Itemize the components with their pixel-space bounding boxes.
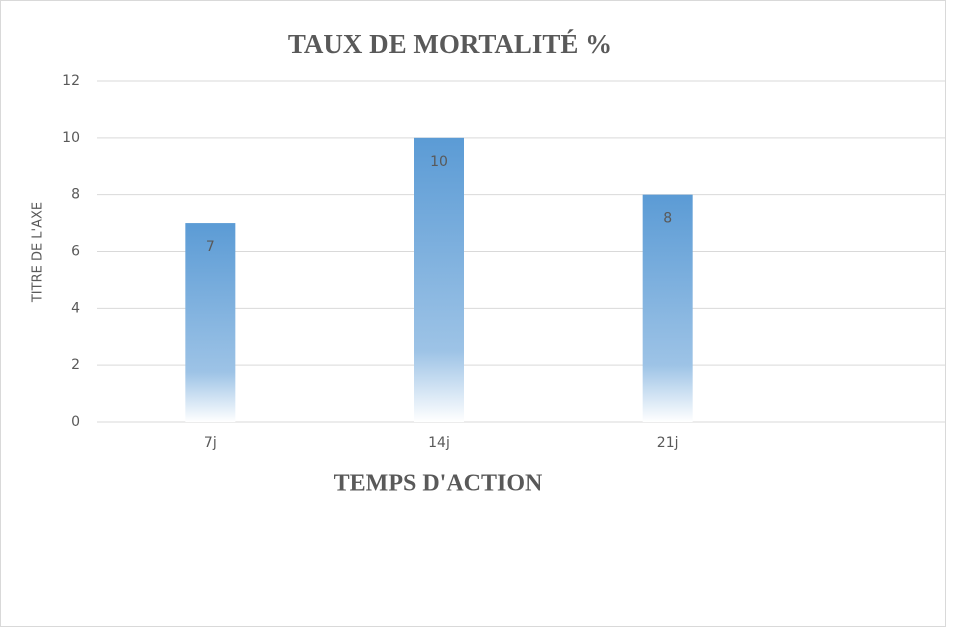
x-tick-label: 7j — [204, 435, 217, 451]
y-tick-label: 6 — [71, 244, 80, 260]
y-tick-label: 8 — [71, 187, 80, 203]
x-tick-label: 21j — [657, 435, 679, 451]
bar — [414, 137, 464, 423]
chart-title: TAUX DE MORTALITÉ % — [288, 29, 612, 59]
y-tick-label: 0 — [71, 414, 80, 430]
y-tick-label: 2 — [71, 357, 80, 373]
data-label: 7 — [206, 239, 215, 255]
x-axis-title: TEMPS D'ACTION — [334, 471, 543, 497]
bar — [642, 194, 693, 422]
y-tick-label: 12 — [62, 73, 80, 89]
bar — [185, 223, 236, 422]
x-tick-label: 14j — [428, 435, 450, 451]
data-label: 10 — [430, 154, 448, 170]
y-tick-label: 4 — [71, 300, 80, 316]
data-label: 8 — [663, 211, 672, 227]
y-tick-label: 10 — [62, 130, 80, 146]
y-axis-title: TITRE DE L'AXE — [31, 202, 46, 303]
